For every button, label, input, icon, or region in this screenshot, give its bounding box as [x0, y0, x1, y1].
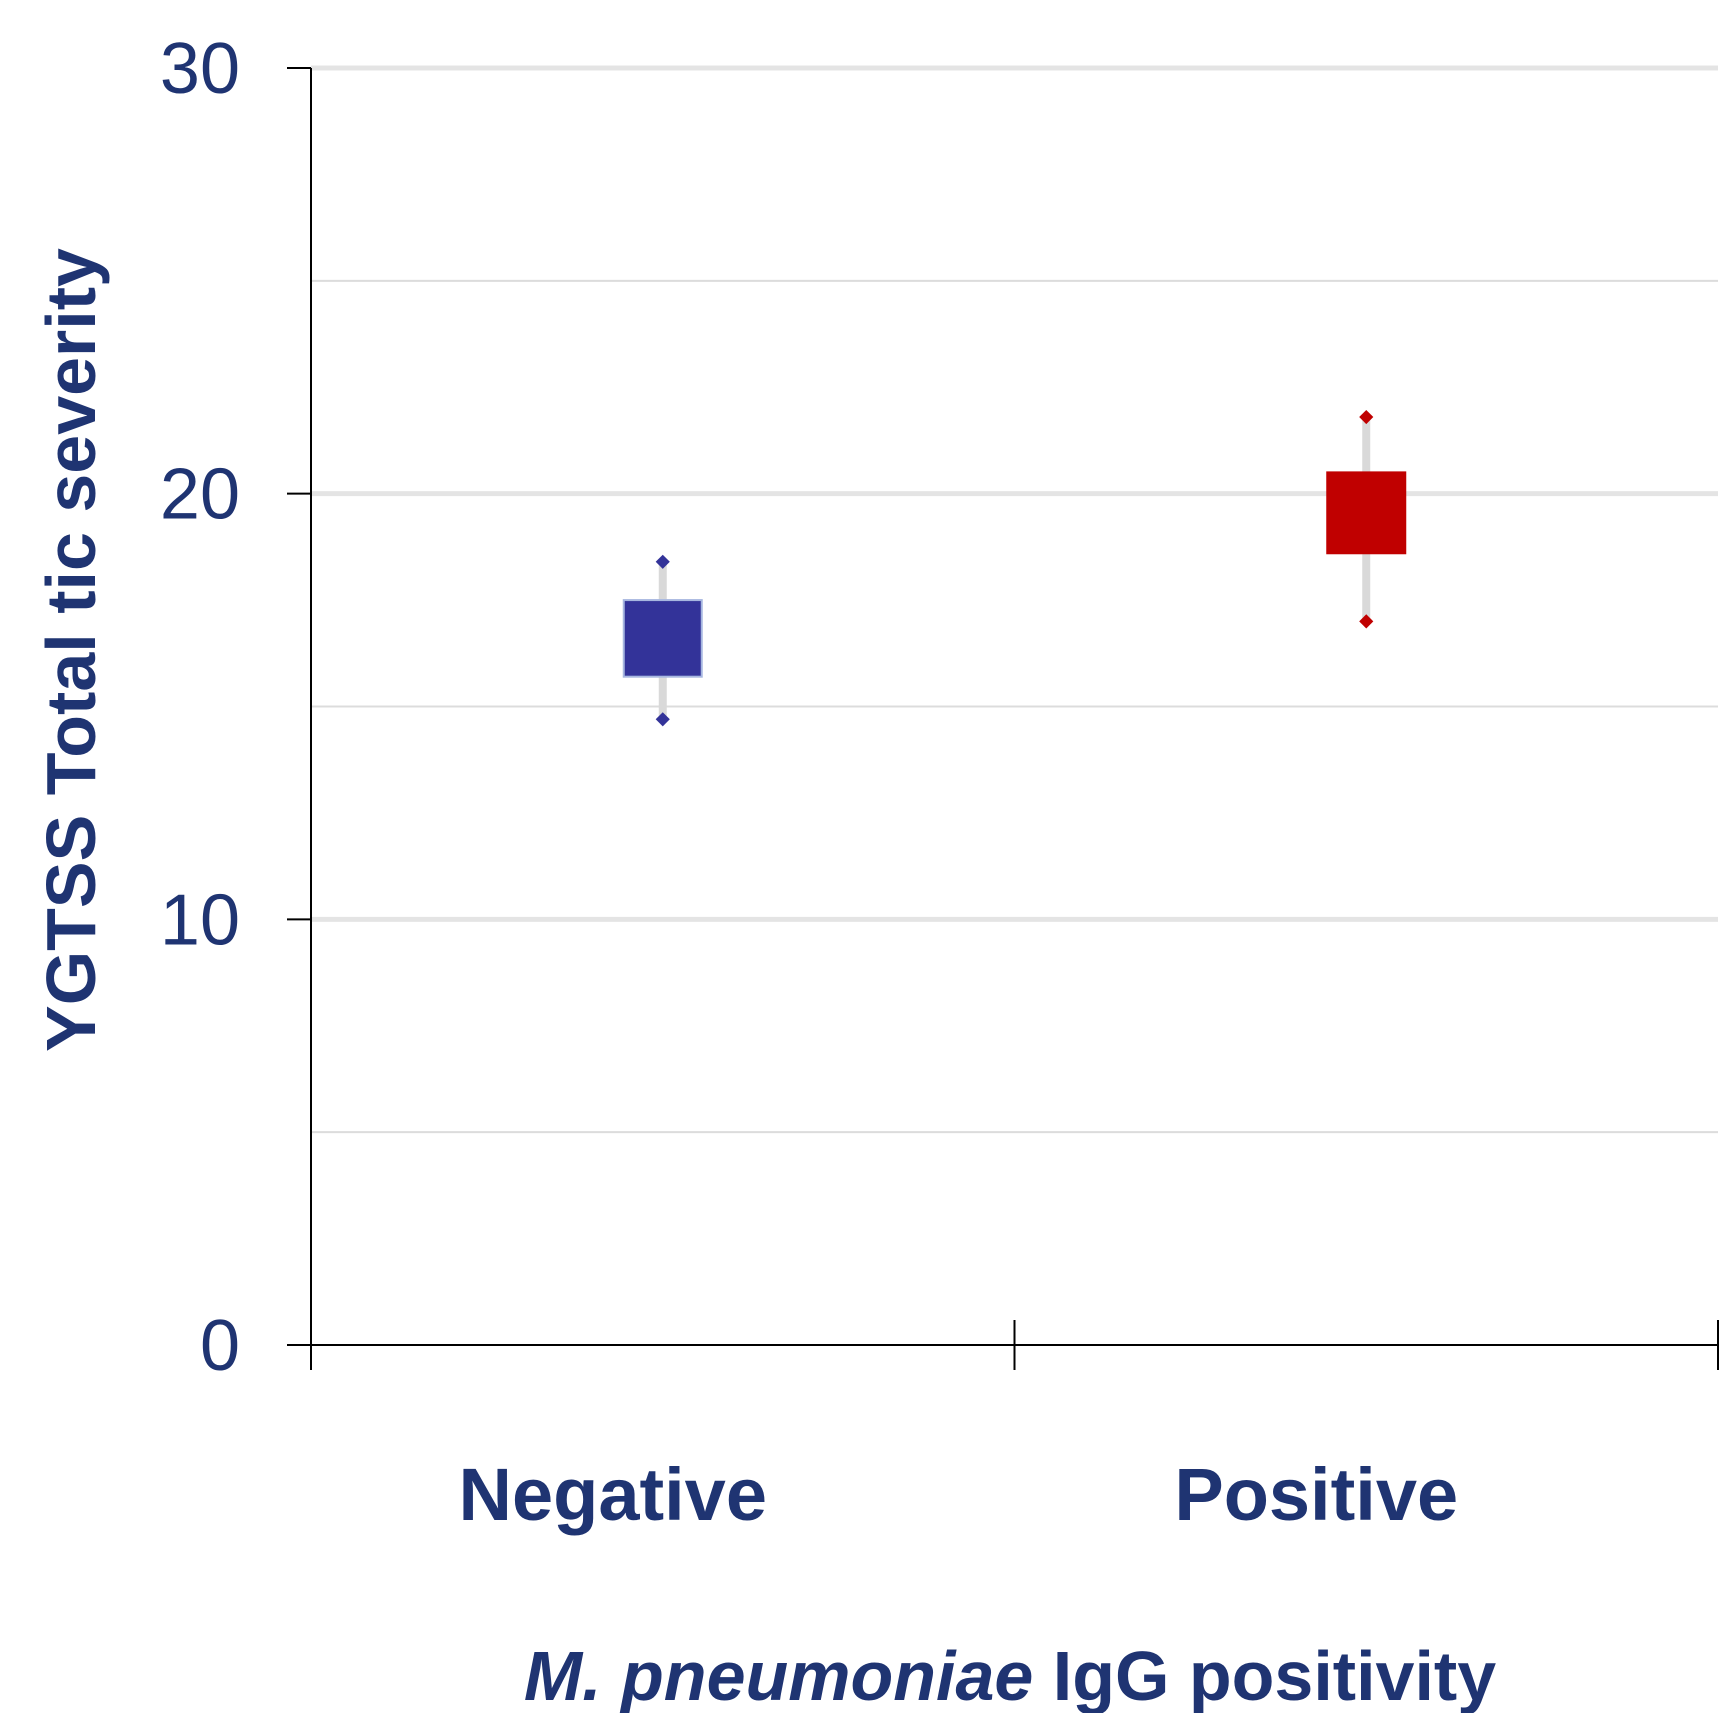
x-category-label: Negative: [459, 1453, 767, 1536]
x-category-label: Positive: [1174, 1453, 1458, 1536]
x-axis-title: M. pneumoniae IgG positivity: [524, 1637, 1496, 1713]
grid-lines: [311, 65, 1718, 1134]
y-tick-label: 10: [160, 880, 240, 960]
y-tick-label: 30: [160, 29, 240, 109]
whisker-cap-low: [1359, 614, 1374, 629]
whisker-cap-high: [655, 554, 670, 569]
x-category-labels: Negative Positive: [459, 1453, 1459, 1536]
y-tick-label: 20: [160, 455, 240, 535]
x-axis-title-italic: M. pneumoniae: [524, 1637, 1033, 1713]
box-plots: [622, 409, 1407, 727]
y-tick-label: 0: [200, 1306, 240, 1386]
whisker-cap-high: [1359, 409, 1374, 425]
whisker-cap-low: [655, 712, 670, 727]
box-rect: [622, 599, 703, 678]
y-tick-labels: 0 10 20 30: [160, 29, 240, 1386]
box-rect: [1326, 471, 1407, 555]
x-axis-title-rest: IgG positivity: [1033, 1637, 1496, 1713]
box-positive: [1326, 409, 1407, 629]
box-negative: [622, 554, 703, 727]
axes: [287, 67, 1719, 1370]
y-axis-title: YGTSS Total tic severity: [32, 248, 110, 1052]
